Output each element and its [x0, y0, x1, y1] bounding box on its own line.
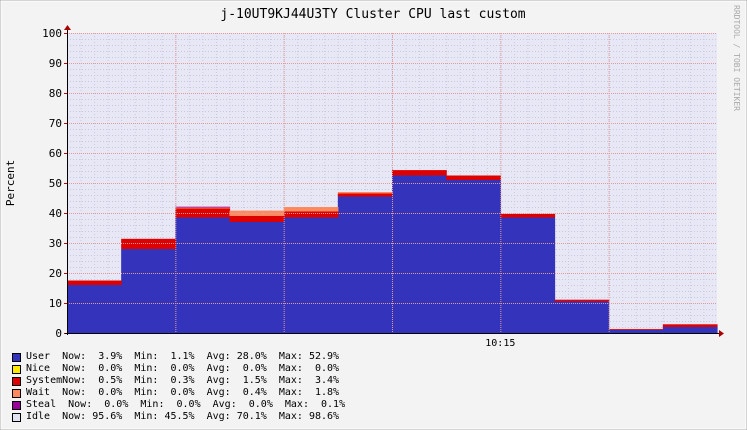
- area-segment-user: [67, 285, 122, 333]
- legend-item-wait: Wait Now: 0.0% Min: 0.0% Avg: 0.4% Max: …: [12, 387, 345, 399]
- area-segment-user: [175, 217, 231, 333]
- rrdtool-watermark: RRDTOOL / TOBI OETIKER: [732, 5, 741, 111]
- area-segment-user: [121, 249, 176, 333]
- area-segment-system: [608, 329, 664, 330]
- legend-item-nice: Nice Now: 0.0% Min: 0.0% Avg: 0.0% Max: …: [12, 363, 345, 375]
- area-segment-system: [121, 238, 176, 249]
- area-segment-user: [554, 301, 610, 333]
- chart-title: j-10UT9KJ44U3TY Cluster CPU last custom: [220, 7, 525, 22]
- y-tick-label: 90: [49, 57, 62, 70]
- y-tick-label: 80: [49, 87, 62, 100]
- legend-swatch-idle: [12, 412, 21, 422]
- y-tick-label: 40: [49, 207, 62, 220]
- legend-item-idle: Idle Now: 95.6% Min: 45.5% Avg: 70.1% Ma…: [12, 411, 345, 423]
- y-tick-label: 100: [42, 27, 62, 40]
- plot-area: 0 10 20 30 40 50 60 70 80 90 100 10:15: [42, 25, 724, 349]
- area-segment-system: [67, 280, 122, 285]
- area-segment-system: [500, 213, 556, 218]
- area-segment-system: [392, 170, 447, 176]
- legend-text-nice: Nice Now: 0.0% Min: 0.0% Avg: 0.0% Max: …: [26, 363, 340, 374]
- legend-swatch-system: [12, 376, 21, 386]
- area-segment-user: [392, 175, 447, 333]
- x-tick-label: 10:15: [485, 338, 515, 349]
- legend: User Now: 3.9% Min: 1.1% Avg: 28.0% Max:…: [12, 351, 345, 423]
- area-segment-wait: [229, 210, 285, 216]
- y-tick-label: 70: [49, 117, 62, 130]
- y-tick-label: 20: [49, 267, 62, 280]
- y-axis-arrow: [64, 25, 71, 30]
- area-segment-user: [608, 330, 664, 333]
- legend-swatch-user: [12, 352, 21, 362]
- area-segment-user: [337, 196, 393, 333]
- legend-item-steal: Steal Now: 0.0% Min: 0.0% Avg: 0.0% Max:…: [12, 399, 345, 411]
- legend-swatch-steal: [12, 400, 21, 410]
- legend-item-user: User Now: 3.9% Min: 1.1% Avg: 28.0% Max:…: [12, 351, 345, 363]
- legend-text-idle: Idle Now: 95.6% Min: 45.5% Avg: 70.1% Ma…: [26, 411, 340, 422]
- legend-text-user: User Now: 3.9% Min: 1.1% Avg: 28.0% Max:…: [26, 351, 340, 362]
- y-tick-label: 0: [55, 327, 62, 340]
- y-tick-label: 60: [49, 147, 62, 160]
- area-segment-user: [662, 327, 718, 333]
- legend-swatch-wait: [12, 388, 21, 398]
- area-segment-user: [500, 217, 556, 333]
- area-segment-system: [175, 208, 231, 218]
- area-segment-user: [283, 217, 339, 333]
- area-segment-system: [554, 299, 610, 302]
- area-segment-wait: [337, 192, 393, 194]
- y-tick-label: 30: [49, 237, 62, 250]
- legend-item-system: SystemNow: 0.5% Min: 0.3% Avg: 1.5% Max:…: [12, 375, 345, 387]
- area-segment-system: [229, 216, 285, 222]
- legend-text-steal: Steal Now: 0.0% Min: 0.0% Avg: 0.0% Max:…: [26, 399, 346, 410]
- area-segment-system: [283, 211, 339, 218]
- area-segment-system: [662, 324, 718, 327]
- y-tick-label: 50: [49, 177, 62, 190]
- area-segment-system: [446, 175, 501, 180]
- legend-text-system: SystemNow: 0.5% Min: 0.3% Avg: 1.5% Max:…: [26, 375, 340, 386]
- y-tick-label: 10: [49, 297, 62, 310]
- area-segment-wait: [283, 207, 339, 212]
- area-segment-steal: [175, 206, 231, 208]
- area-segment-user: [446, 180, 501, 333]
- legend-text-wait: Wait Now: 0.0% Min: 0.0% Avg: 0.4% Max: …: [26, 387, 340, 398]
- legend-swatch-nice: [12, 364, 21, 374]
- area-segment-wait: [175, 207, 231, 209]
- area-segment-user: [229, 222, 285, 333]
- area-segment-system: [337, 193, 393, 197]
- y-axis-label: Percent: [4, 160, 17, 206]
- x-axis-arrow: [719, 330, 724, 337]
